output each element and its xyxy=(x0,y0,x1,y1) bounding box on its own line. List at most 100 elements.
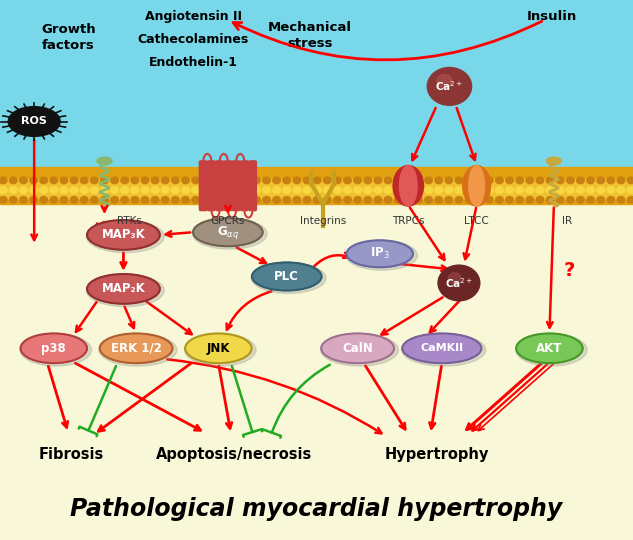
Ellipse shape xyxy=(185,333,252,363)
Circle shape xyxy=(455,187,463,193)
Circle shape xyxy=(404,187,412,193)
Text: MAP₂K: MAP₂K xyxy=(101,282,146,295)
Circle shape xyxy=(293,177,301,184)
Circle shape xyxy=(445,197,453,203)
Circle shape xyxy=(91,177,98,184)
Circle shape xyxy=(242,187,250,193)
FancyBboxPatch shape xyxy=(199,161,207,211)
Circle shape xyxy=(425,197,432,203)
Circle shape xyxy=(50,187,58,193)
Circle shape xyxy=(526,187,534,193)
Circle shape xyxy=(516,197,523,203)
Circle shape xyxy=(212,187,220,193)
Circle shape xyxy=(354,197,361,203)
Text: Ca$^{2+}$: Ca$^{2+}$ xyxy=(445,276,473,290)
Circle shape xyxy=(303,197,311,203)
Circle shape xyxy=(182,177,189,184)
Circle shape xyxy=(20,177,27,184)
Circle shape xyxy=(91,187,98,193)
Circle shape xyxy=(40,177,47,184)
Circle shape xyxy=(394,187,402,193)
Circle shape xyxy=(597,177,605,184)
Circle shape xyxy=(91,187,98,193)
Circle shape xyxy=(202,187,210,193)
Ellipse shape xyxy=(185,334,256,366)
Text: LTCC: LTCC xyxy=(464,216,489,226)
Text: Hypertrophy: Hypertrophy xyxy=(385,447,489,462)
Circle shape xyxy=(40,187,47,193)
Circle shape xyxy=(141,187,149,193)
Bar xyxy=(0,189,633,199)
Circle shape xyxy=(567,177,574,184)
Circle shape xyxy=(627,187,633,193)
Circle shape xyxy=(394,187,402,193)
Circle shape xyxy=(344,187,351,193)
Circle shape xyxy=(111,177,118,184)
Circle shape xyxy=(182,197,189,203)
Circle shape xyxy=(80,187,88,193)
Circle shape xyxy=(70,187,78,193)
Circle shape xyxy=(486,177,493,184)
Circle shape xyxy=(242,177,250,184)
Text: Fibrosis: Fibrosis xyxy=(39,447,104,462)
Circle shape xyxy=(9,187,17,193)
Circle shape xyxy=(617,187,625,193)
FancyBboxPatch shape xyxy=(208,161,215,211)
Circle shape xyxy=(121,187,128,193)
Circle shape xyxy=(192,187,199,193)
Circle shape xyxy=(567,187,574,193)
Circle shape xyxy=(40,197,47,203)
Circle shape xyxy=(427,68,472,105)
Ellipse shape xyxy=(86,220,165,253)
Text: Endothelin-1: Endothelin-1 xyxy=(149,56,237,70)
Circle shape xyxy=(80,187,88,193)
Circle shape xyxy=(486,187,493,193)
Ellipse shape xyxy=(87,220,160,250)
Ellipse shape xyxy=(463,166,491,206)
Circle shape xyxy=(101,177,108,184)
Circle shape xyxy=(9,197,17,203)
Circle shape xyxy=(253,187,260,193)
Circle shape xyxy=(9,177,17,184)
Circle shape xyxy=(131,197,139,203)
Circle shape xyxy=(415,177,422,184)
Circle shape xyxy=(0,187,7,193)
Text: PLC: PLC xyxy=(274,270,299,283)
Ellipse shape xyxy=(546,157,561,165)
Circle shape xyxy=(151,177,159,184)
Circle shape xyxy=(438,265,480,301)
Circle shape xyxy=(70,187,78,193)
Circle shape xyxy=(455,187,463,193)
Text: ROS: ROS xyxy=(22,117,47,126)
Circle shape xyxy=(30,187,37,193)
Ellipse shape xyxy=(401,334,486,366)
Ellipse shape xyxy=(99,333,173,363)
Text: TRPCs: TRPCs xyxy=(392,216,425,226)
Circle shape xyxy=(334,187,341,193)
Circle shape xyxy=(445,187,453,193)
Circle shape xyxy=(465,197,473,203)
Circle shape xyxy=(475,177,483,184)
Circle shape xyxy=(404,177,412,184)
Circle shape xyxy=(50,197,58,203)
FancyBboxPatch shape xyxy=(232,161,240,211)
Text: Apoptosis/necrosis: Apoptosis/necrosis xyxy=(156,447,312,462)
FancyBboxPatch shape xyxy=(249,161,256,211)
Circle shape xyxy=(20,197,27,203)
Circle shape xyxy=(60,187,68,193)
Circle shape xyxy=(435,187,442,193)
Text: p38: p38 xyxy=(41,342,66,355)
Circle shape xyxy=(556,187,564,193)
Circle shape xyxy=(91,197,98,203)
Circle shape xyxy=(486,197,493,203)
Circle shape xyxy=(374,177,382,184)
Circle shape xyxy=(536,187,544,193)
Text: CaMKII: CaMKII xyxy=(420,343,463,353)
Circle shape xyxy=(242,187,250,193)
Ellipse shape xyxy=(321,333,394,363)
Circle shape xyxy=(627,197,633,203)
Circle shape xyxy=(111,187,118,193)
Circle shape xyxy=(425,187,432,193)
Circle shape xyxy=(50,187,58,193)
Circle shape xyxy=(0,197,7,203)
